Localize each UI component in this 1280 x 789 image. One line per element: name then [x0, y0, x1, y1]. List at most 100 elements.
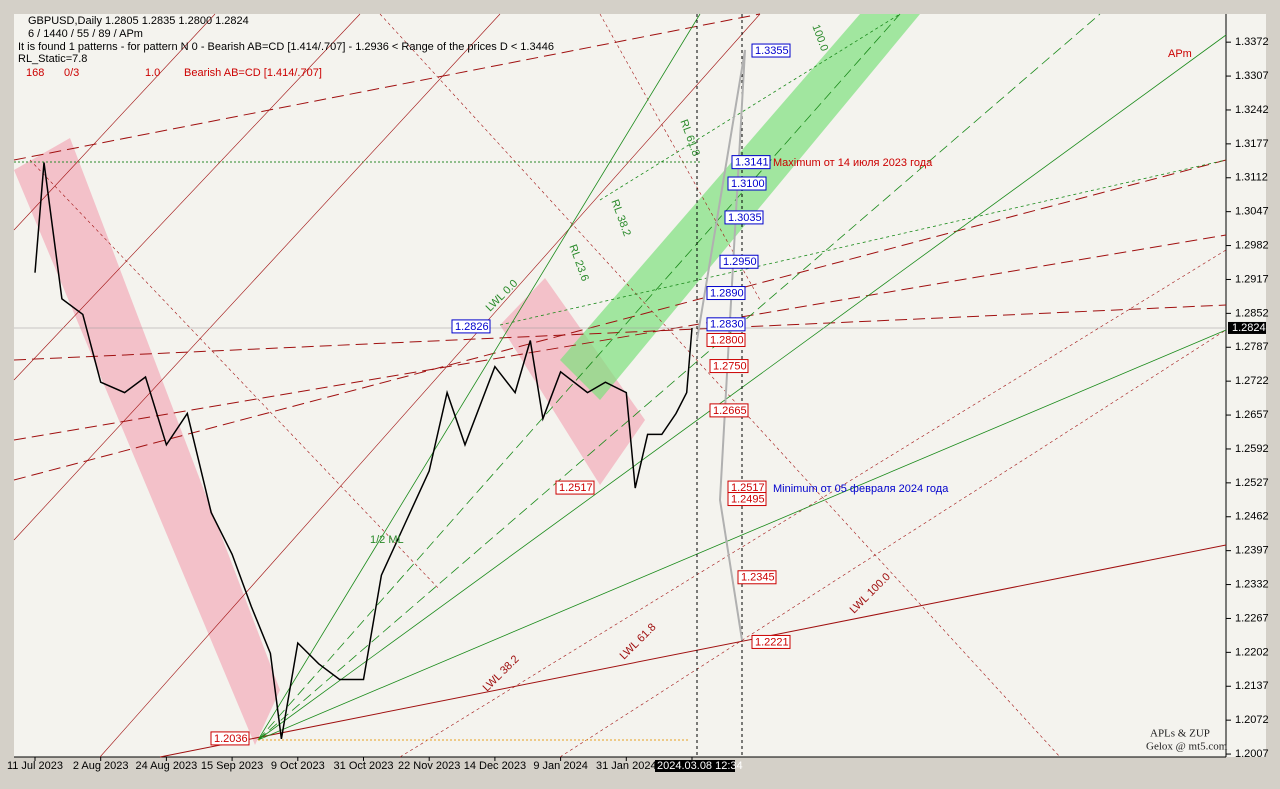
y-tick-label: 1.2917	[1235, 273, 1269, 285]
decorations	[13, 13, 1227, 758]
level: 1.2830	[706, 317, 746, 332]
level: 1.2345	[737, 570, 777, 585]
last-price-box	[1228, 321, 1266, 334]
y-tick-label: 1.2982	[1235, 239, 1269, 251]
level: 1.2750	[709, 359, 749, 374]
annotation: 1/2 ML	[370, 534, 404, 546]
status: 168	[26, 67, 44, 79]
annotation: APm	[1168, 48, 1192, 60]
y-tick-label: 1.3242	[1235, 104, 1269, 116]
level-label: 1.2036	[214, 733, 248, 745]
level-label: 1.2221	[755, 636, 789, 648]
level: 1.2495	[727, 492, 767, 507]
level-label: 1.2517	[731, 482, 765, 494]
y-tick-label: 1.2657	[1235, 409, 1269, 421]
abcd-path	[696, 49, 746, 641]
y-tick-label: 1.3112	[1235, 172, 1268, 184]
level-label: 1.2890	[710, 287, 744, 299]
header: 6 / 1440 / 55 / 89 / APm	[28, 28, 143, 40]
level-box	[731, 155, 771, 170]
level-box	[751, 634, 791, 649]
level-label: 1.2750	[713, 360, 747, 372]
status: 1.0	[145, 67, 160, 79]
y-tick-label: 1.2462	[1235, 511, 1269, 523]
annotation: APLs & ZUP	[1150, 728, 1210, 740]
level: 1.3035	[724, 210, 764, 225]
level-box	[706, 317, 746, 332]
level-box	[727, 492, 767, 507]
level-label: 1.2800	[710, 334, 744, 346]
x-tick-label: 9 Jan 2024	[533, 760, 587, 772]
level-label: 1.3355	[755, 45, 789, 57]
level-label: 1.2830	[710, 319, 744, 331]
x-tick-label: 24 Aug 2023	[136, 760, 198, 772]
level-label: 1.3141	[735, 157, 769, 169]
level: 1.2221	[751, 634, 791, 649]
level-label: 1.2345	[741, 572, 775, 584]
level: 1.2517	[555, 480, 595, 495]
level: 1.2036	[210, 731, 250, 746]
y-tick-label: 1.2332	[1235, 578, 1269, 590]
y-tick-label: 1.2267	[1235, 612, 1269, 624]
y-tick-label: 1.2592	[1235, 443, 1269, 455]
level-label: 1.3035	[728, 212, 762, 224]
level-box	[719, 254, 759, 269]
y-tick-label: 1.2527	[1235, 477, 1269, 489]
level-label: 1.2950	[723, 256, 757, 268]
pink-channel	[14, 138, 280, 745]
y-tick-label: 1.2072	[1235, 714, 1269, 726]
y-tick-label: 1.2202	[1235, 646, 1269, 658]
level-box	[210, 731, 250, 746]
level-box	[727, 176, 767, 191]
level-label: 1.2665	[713, 405, 747, 417]
level-box	[555, 480, 595, 495]
x-tick-label: 2024.03.08 12:34	[657, 760, 743, 772]
level-label: 1.2826	[455, 321, 489, 333]
x-tick-label: 31 Jan 2024	[596, 760, 657, 772]
x-tick-label: 31 Oct 2023	[334, 760, 394, 772]
level: 1.2826	[451, 319, 491, 334]
header: RL_Static=7.8	[18, 53, 87, 65]
green-channel	[560, 14, 920, 400]
header: It is found 1 patterns - for pattern N 0…	[18, 41, 554, 53]
y-tick-label: 1.2007	[1235, 748, 1269, 760]
level-box	[709, 403, 749, 418]
x-tick-label: 11 Jul 2023	[7, 760, 63, 772]
y-tick-label: 1.2137	[1235, 680, 1269, 692]
annotation: Minimum от 05 февраля 2024 года	[773, 483, 949, 495]
level: 1.2950	[719, 254, 759, 269]
x-tick-label: 14 Dec 2023	[464, 760, 526, 772]
level-label: 1.3100	[731, 178, 765, 190]
y-tick-label: 1.2787	[1235, 341, 1269, 353]
level: 1.2665	[709, 403, 749, 418]
y-tick-label: 1.2722	[1235, 375, 1269, 387]
level-box	[451, 319, 491, 334]
level-box	[737, 570, 777, 585]
y-tick-label: 1.3372	[1235, 36, 1269, 48]
level-box	[751, 43, 791, 58]
x-tick-label: 2 Aug 2023	[73, 760, 129, 772]
price-line	[34, 162, 693, 740]
level-label: 1.2517	[559, 482, 593, 494]
annotation: Maximum от 14 июля 2023 года	[773, 157, 933, 169]
level: 1.2517	[727, 480, 767, 495]
y-tick-label: 1.3307	[1235, 70, 1269, 82]
annotation: Gelox @ mt5.com	[1146, 741, 1228, 753]
y-tick-label: 1.2397	[1235, 545, 1269, 557]
x-tick-label: 22 Nov 2023	[398, 760, 460, 772]
y-tick-label: 1.3047	[1235, 206, 1269, 218]
level-box	[706, 286, 746, 301]
level-box	[709, 359, 749, 374]
last-price-label: 1.2824	[1232, 322, 1266, 334]
level: 1.3100	[727, 176, 767, 191]
y-tick-label: 1.3177	[1235, 138, 1269, 150]
x-tick-highlight	[655, 760, 735, 772]
x-tick-label: 15 Sep 2023	[201, 760, 263, 772]
level-label: 1.2495	[731, 493, 765, 505]
level: 1.2800	[706, 332, 746, 347]
price-axis	[1226, 14, 1266, 757]
level: 1.3141	[731, 155, 771, 170]
level-box	[706, 332, 746, 347]
